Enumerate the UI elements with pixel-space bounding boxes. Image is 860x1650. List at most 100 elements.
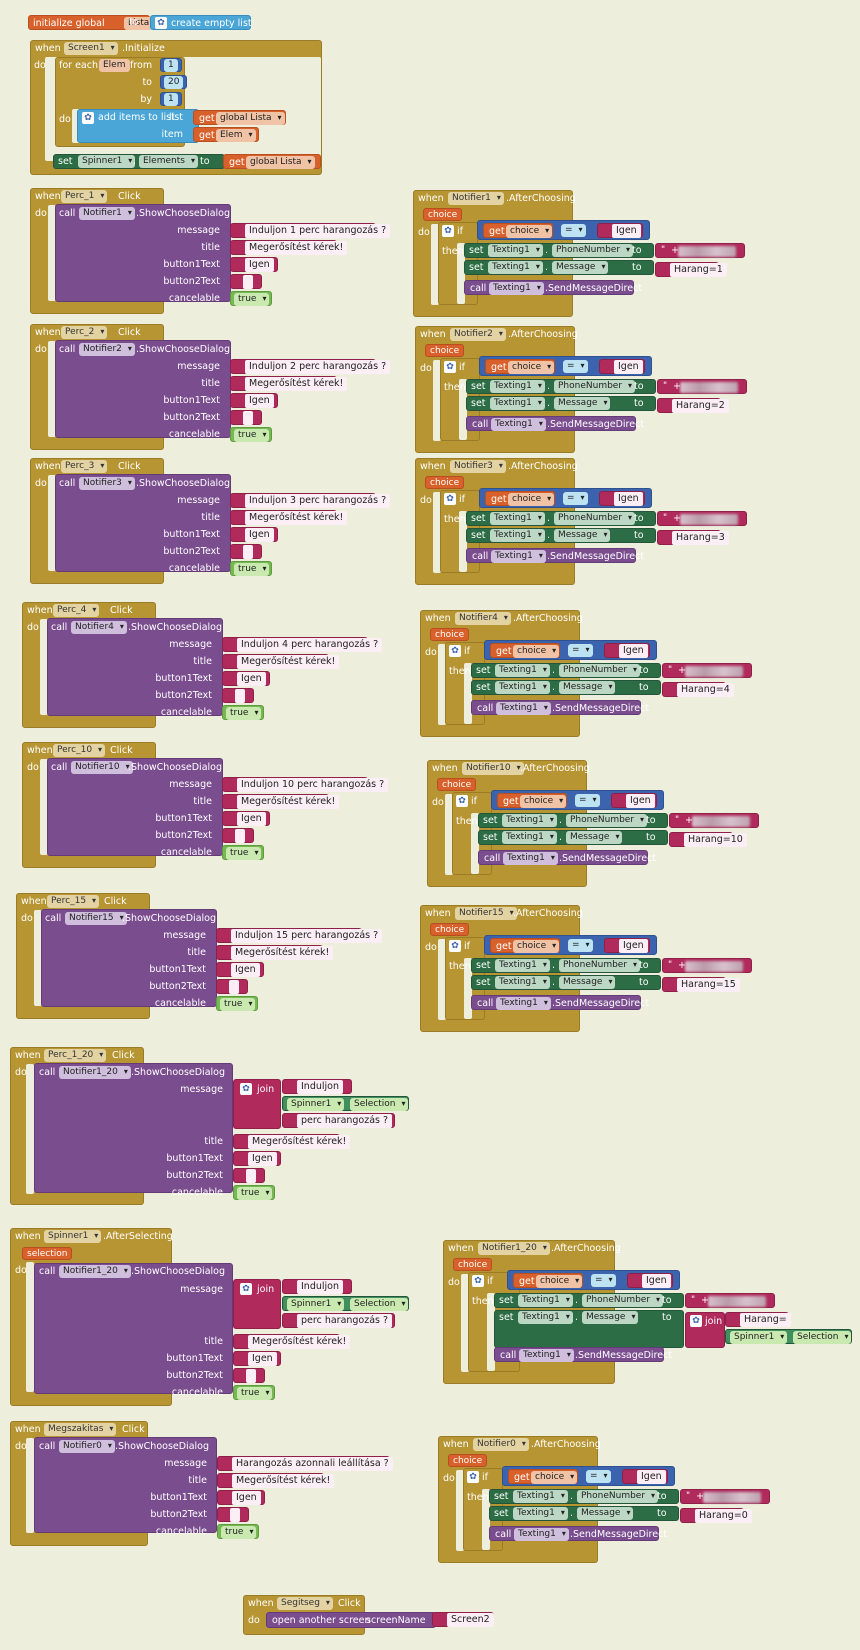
text-block[interactable]: Screen2 [432,1612,494,1627]
text-block[interactable]: " + [662,958,752,973]
spinner-selection-getter[interactable]: Spinner1 Selection [282,1096,409,1111]
to-number-block[interactable]: 20 [160,75,187,89]
text-block[interactable]: Induljon [282,1079,352,1094]
get-choice-block[interactable]: get choice [513,1273,583,1288]
get-elem-block[interactable]: get Elem [193,127,259,142]
notifier-dropdown[interactable]: Notifier1_20 [478,1242,550,1255]
button-dropdown[interactable]: Perc_15 [47,895,100,908]
message-prop-dropdown[interactable]: Message [566,831,623,844]
texting-dropdown[interactable]: Texting1 [502,831,557,844]
notifier-dropdown[interactable]: Notifier10 [462,762,524,775]
text-block[interactable]: Harang=4 [662,682,734,697]
perc-1-20-dropdown[interactable]: Perc_1_20 [44,1049,107,1062]
text-block[interactable]: Igen [622,1469,668,1484]
true-block[interactable]: true [222,705,264,720]
gear-icon[interactable]: ✿ [442,225,454,237]
texting-dropdown[interactable]: Texting1 [490,529,545,542]
message-prop-dropdown[interactable]: Message [554,397,611,410]
open-another-screen-block[interactable]: open another screen screenName [266,1612,436,1628]
button-dropdown[interactable]: Perc_10 [53,744,106,757]
gear-icon[interactable]: ✿ [240,1083,252,1095]
spinner-selection-getter[interactable]: Spinner1 Selection [282,1296,409,1311]
text-block[interactable]: Igen [627,1273,673,1288]
notifier-dropdown[interactable]: Notifier1_20 [59,1265,131,1278]
texting-dropdown[interactable]: Texting1 [503,852,558,865]
text-block[interactable]: Igen [233,1351,281,1366]
global-lista-dropdown[interactable]: global Lista [216,112,285,125]
from-number-block[interactable]: 1 [160,58,182,72]
equals-dropdown[interactable]: = [568,939,593,952]
phone-prop-dropdown[interactable]: PhoneNumber [566,814,648,827]
notifier-dropdown[interactable]: Notifier1_20 [59,1066,131,1079]
create-empty-list-block[interactable]: ✿ create empty list [150,15,252,30]
true-block[interactable]: true [230,291,272,306]
choice-param[interactable]: choice [425,344,465,357]
get-choice-block[interactable]: get choice [490,643,560,658]
notifier-dropdown[interactable]: Notifier0 [473,1438,529,1451]
choice-param[interactable]: choice [425,476,465,489]
get-choice-block[interactable]: get choice [490,938,560,953]
text-block[interactable]: Harangozás azonnali leállítása ? [217,1456,393,1471]
texting-dropdown[interactable]: Texting1 [502,814,557,827]
selection-prop-dropdown[interactable]: Selection [793,1331,852,1344]
show-choose-dialog-call[interactable] [55,204,231,302]
phone-prop-dropdown[interactable]: PhoneNumber [554,512,636,525]
text-block[interactable]: perc harangozás ? [282,1313,395,1328]
texting-dropdown[interactable]: Texting1 [513,1490,568,1503]
text-block[interactable]: Igen [599,491,645,506]
text-block[interactable]: Harang=2 [657,398,729,413]
texting-dropdown[interactable]: Texting1 [488,244,543,257]
add-items-block[interactable] [77,109,199,143]
text-block[interactable]: Megerősítést kérek! [222,654,340,669]
gear-icon[interactable]: ✿ [82,112,94,124]
text-block[interactable]: Induljon 4 perc harangozás ? [222,637,383,652]
text-block[interactable]: perc harangozás ? [282,1113,395,1128]
text-block[interactable] [217,1507,249,1522]
get-choice-block[interactable]: get choice [508,1469,578,1484]
spinner-dropdown[interactable]: Spinner1 [78,155,136,168]
loop-var-field[interactable]: Elem [99,59,130,72]
true-block[interactable]: true [216,996,258,1011]
button-dropdown[interactable]: Perc_3 [61,460,108,473]
gear-icon[interactable]: ✿ [456,795,468,807]
equals-dropdown[interactable]: = [575,794,600,807]
text-block[interactable] [233,1368,265,1383]
texting-dropdown[interactable]: Texting1 [514,1528,569,1541]
choice-dropdown[interactable]: choice [506,225,553,238]
text-block[interactable]: Igen [599,359,645,374]
get-choice-block[interactable]: get choice [483,223,553,238]
text-block[interactable]: " + [657,379,747,394]
show-choose-dialog-call[interactable] [34,1063,233,1193]
text-block[interactable] [230,274,262,289]
text-block[interactable]: Induljon 1 perc harangozás ? [230,223,391,238]
choice-dropdown[interactable]: choice [536,1275,583,1288]
text-block[interactable]: Megerősítést kérek! [222,794,340,809]
text-block[interactable]: Igen [230,257,278,272]
gear-icon[interactable]: ✿ [155,17,167,29]
notifier-dropdown[interactable]: Notifier3 [79,477,135,490]
message-prop-dropdown[interactable]: Message [559,681,616,694]
global-name-field[interactable]: Lista [124,17,154,30]
choice-param[interactable]: choice [448,1454,488,1467]
choice-param[interactable]: choice [453,1258,493,1271]
true-block[interactable]: true [233,1385,275,1400]
text-block[interactable] [230,544,262,559]
choice-dropdown[interactable]: choice [531,1471,578,1484]
phone-prop-dropdown[interactable]: PhoneNumber [559,664,641,677]
spinner-selection-getter[interactable]: Spinner1 Selection [725,1329,852,1344]
send-message-call[interactable]: call Texting1 .SendMessageDirect [466,416,644,431]
get-choice-block[interactable]: get choice [497,793,567,808]
texting-dropdown[interactable]: Texting1 [495,959,550,972]
segitseg-dropdown[interactable]: Segitseg [277,1597,333,1610]
text-block[interactable]: Harang=10 [669,832,747,847]
send-message-call[interactable]: call Texting1 .SendMessageDirect [471,995,649,1010]
choice-dropdown[interactable]: choice [513,645,560,658]
choice-dropdown[interactable]: choice [520,795,567,808]
texting-dropdown[interactable]: Texting1 [495,664,550,677]
spinner-dropdown[interactable]: Spinner1 [287,1298,345,1311]
texting-dropdown[interactable]: Texting1 [489,282,544,295]
text-block[interactable]: Induljon 2 perc harangozás ? [230,359,391,374]
text-block[interactable]: Igen [222,671,270,686]
text-block[interactable]: Megerősítést kérek! [230,240,348,255]
text-block[interactable]: " + [655,243,745,258]
